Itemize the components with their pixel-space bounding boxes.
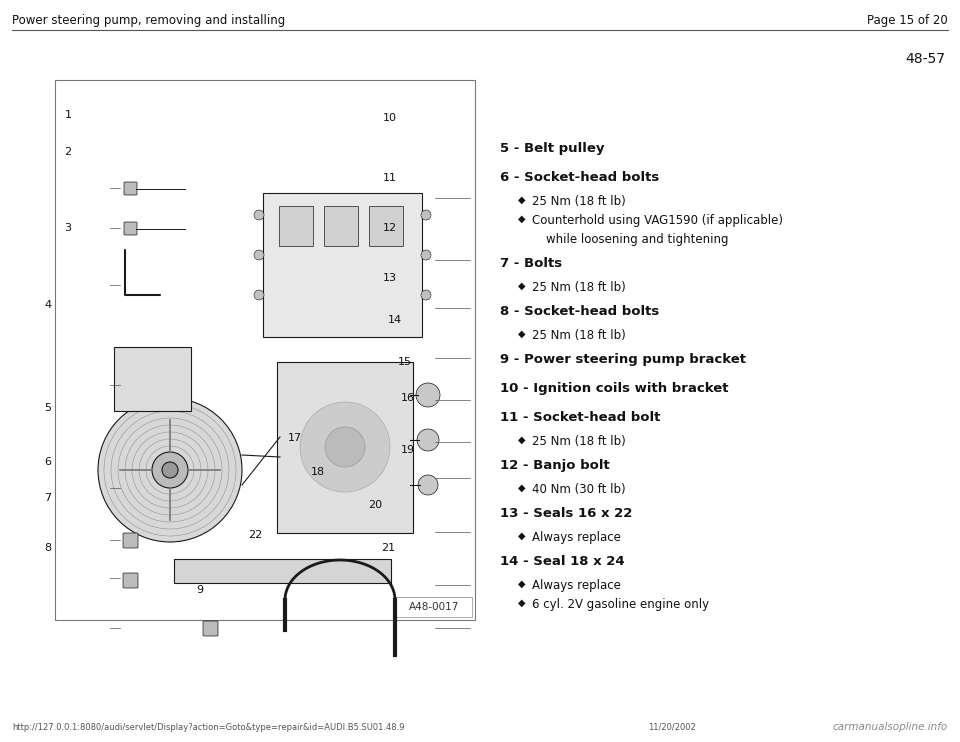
Text: 7 - Bolts: 7 - Bolts bbox=[500, 257, 563, 270]
FancyBboxPatch shape bbox=[123, 533, 138, 548]
Text: 7: 7 bbox=[44, 493, 52, 503]
Text: http://127.0.0.1:8080/audi/servlet/Display?action=Goto&type=repair&id=AUDI.B5.SU: http://127.0.0.1:8080/audi/servlet/Displ… bbox=[12, 723, 404, 732]
FancyBboxPatch shape bbox=[263, 193, 422, 337]
Text: 14 - Seal 18 x 24: 14 - Seal 18 x 24 bbox=[500, 555, 625, 568]
Circle shape bbox=[254, 290, 264, 300]
Text: 25 Nm (18 ft lb): 25 Nm (18 ft lb) bbox=[532, 329, 626, 342]
FancyBboxPatch shape bbox=[123, 573, 138, 588]
Text: 2: 2 bbox=[64, 147, 72, 157]
Text: carmanualsopline.info: carmanualsopline.info bbox=[832, 722, 948, 732]
Text: ◆: ◆ bbox=[518, 329, 525, 339]
Text: 25 Nm (18 ft lb): 25 Nm (18 ft lb) bbox=[532, 435, 626, 448]
FancyBboxPatch shape bbox=[279, 206, 313, 246]
FancyBboxPatch shape bbox=[55, 80, 475, 620]
Text: 25 Nm (18 ft lb): 25 Nm (18 ft lb) bbox=[532, 195, 626, 208]
Text: 13 - Seals 16 x 22: 13 - Seals 16 x 22 bbox=[500, 507, 633, 520]
FancyBboxPatch shape bbox=[396, 597, 472, 617]
FancyBboxPatch shape bbox=[277, 362, 413, 533]
Text: 3: 3 bbox=[64, 223, 71, 233]
Text: 8 - Socket-head bolts: 8 - Socket-head bolts bbox=[500, 305, 660, 318]
Text: Counterhold using VAG1590 (if applicable): Counterhold using VAG1590 (if applicable… bbox=[532, 214, 783, 227]
Text: 4: 4 bbox=[44, 300, 52, 310]
Text: 20: 20 bbox=[368, 500, 382, 510]
Text: 11: 11 bbox=[383, 173, 397, 183]
Text: ◆: ◆ bbox=[518, 281, 525, 291]
Text: ◆: ◆ bbox=[518, 195, 525, 205]
Text: ◆: ◆ bbox=[518, 579, 525, 589]
Circle shape bbox=[416, 383, 440, 407]
Text: A48-0017: A48-0017 bbox=[409, 602, 459, 612]
Circle shape bbox=[162, 462, 178, 478]
FancyBboxPatch shape bbox=[114, 347, 191, 411]
Text: 11/20/2002: 11/20/2002 bbox=[648, 723, 696, 732]
FancyBboxPatch shape bbox=[124, 182, 137, 195]
Circle shape bbox=[300, 402, 390, 492]
Text: 48-57: 48-57 bbox=[905, 52, 945, 66]
FancyBboxPatch shape bbox=[324, 206, 358, 246]
Text: 10 - Ignition coils with bracket: 10 - Ignition coils with bracket bbox=[500, 382, 729, 395]
Circle shape bbox=[417, 429, 439, 451]
Text: 6 cyl. 2V gasoline engine only: 6 cyl. 2V gasoline engine only bbox=[532, 598, 709, 611]
Text: 14: 14 bbox=[388, 315, 402, 325]
Text: 12 - Banjo bolt: 12 - Banjo bolt bbox=[500, 459, 610, 472]
Circle shape bbox=[421, 250, 431, 260]
Text: 15: 15 bbox=[398, 357, 412, 367]
Text: Power steering pump, removing and installing: Power steering pump, removing and instal… bbox=[12, 14, 285, 27]
Circle shape bbox=[421, 210, 431, 220]
Circle shape bbox=[325, 427, 365, 467]
Text: 13: 13 bbox=[383, 273, 397, 283]
Text: ◆: ◆ bbox=[518, 483, 525, 493]
Text: ◆: ◆ bbox=[518, 598, 525, 608]
Text: 16: 16 bbox=[401, 393, 415, 403]
Text: 9 - Power steering pump bracket: 9 - Power steering pump bracket bbox=[500, 353, 746, 366]
FancyBboxPatch shape bbox=[174, 559, 391, 583]
Text: ◆: ◆ bbox=[518, 435, 525, 445]
Circle shape bbox=[98, 398, 242, 542]
FancyBboxPatch shape bbox=[203, 621, 218, 636]
Text: 6 - Socket-head bolts: 6 - Socket-head bolts bbox=[500, 171, 660, 184]
Text: 9: 9 bbox=[197, 585, 204, 595]
FancyBboxPatch shape bbox=[124, 222, 137, 235]
Circle shape bbox=[418, 475, 438, 495]
Text: 5: 5 bbox=[44, 403, 52, 413]
Text: 6: 6 bbox=[44, 457, 52, 467]
Text: 1: 1 bbox=[64, 110, 71, 120]
Text: 18: 18 bbox=[311, 467, 325, 477]
Text: ◆: ◆ bbox=[518, 531, 525, 541]
Text: while loosening and tightening: while loosening and tightening bbox=[546, 233, 729, 246]
Circle shape bbox=[254, 250, 264, 260]
Text: Always replace: Always replace bbox=[532, 579, 621, 592]
Circle shape bbox=[421, 290, 431, 300]
Text: 17: 17 bbox=[288, 433, 302, 443]
Text: 40 Nm (30 ft lb): 40 Nm (30 ft lb) bbox=[532, 483, 626, 496]
Text: 11 - Socket-head bolt: 11 - Socket-head bolt bbox=[500, 411, 660, 424]
Text: Page 15 of 20: Page 15 of 20 bbox=[867, 14, 948, 27]
Text: 19: 19 bbox=[401, 445, 415, 455]
Text: 5 - Belt pulley: 5 - Belt pulley bbox=[500, 142, 605, 155]
Text: 8: 8 bbox=[44, 543, 52, 553]
Text: 25 Nm (18 ft lb): 25 Nm (18 ft lb) bbox=[532, 281, 626, 294]
Circle shape bbox=[254, 210, 264, 220]
Text: ◆: ◆ bbox=[518, 214, 525, 224]
Text: 22: 22 bbox=[248, 530, 262, 540]
Text: Always replace: Always replace bbox=[532, 531, 621, 544]
Text: 21: 21 bbox=[381, 543, 396, 553]
Text: 10: 10 bbox=[383, 113, 397, 123]
FancyBboxPatch shape bbox=[369, 206, 403, 246]
Circle shape bbox=[152, 452, 188, 488]
Text: 12: 12 bbox=[383, 223, 397, 233]
